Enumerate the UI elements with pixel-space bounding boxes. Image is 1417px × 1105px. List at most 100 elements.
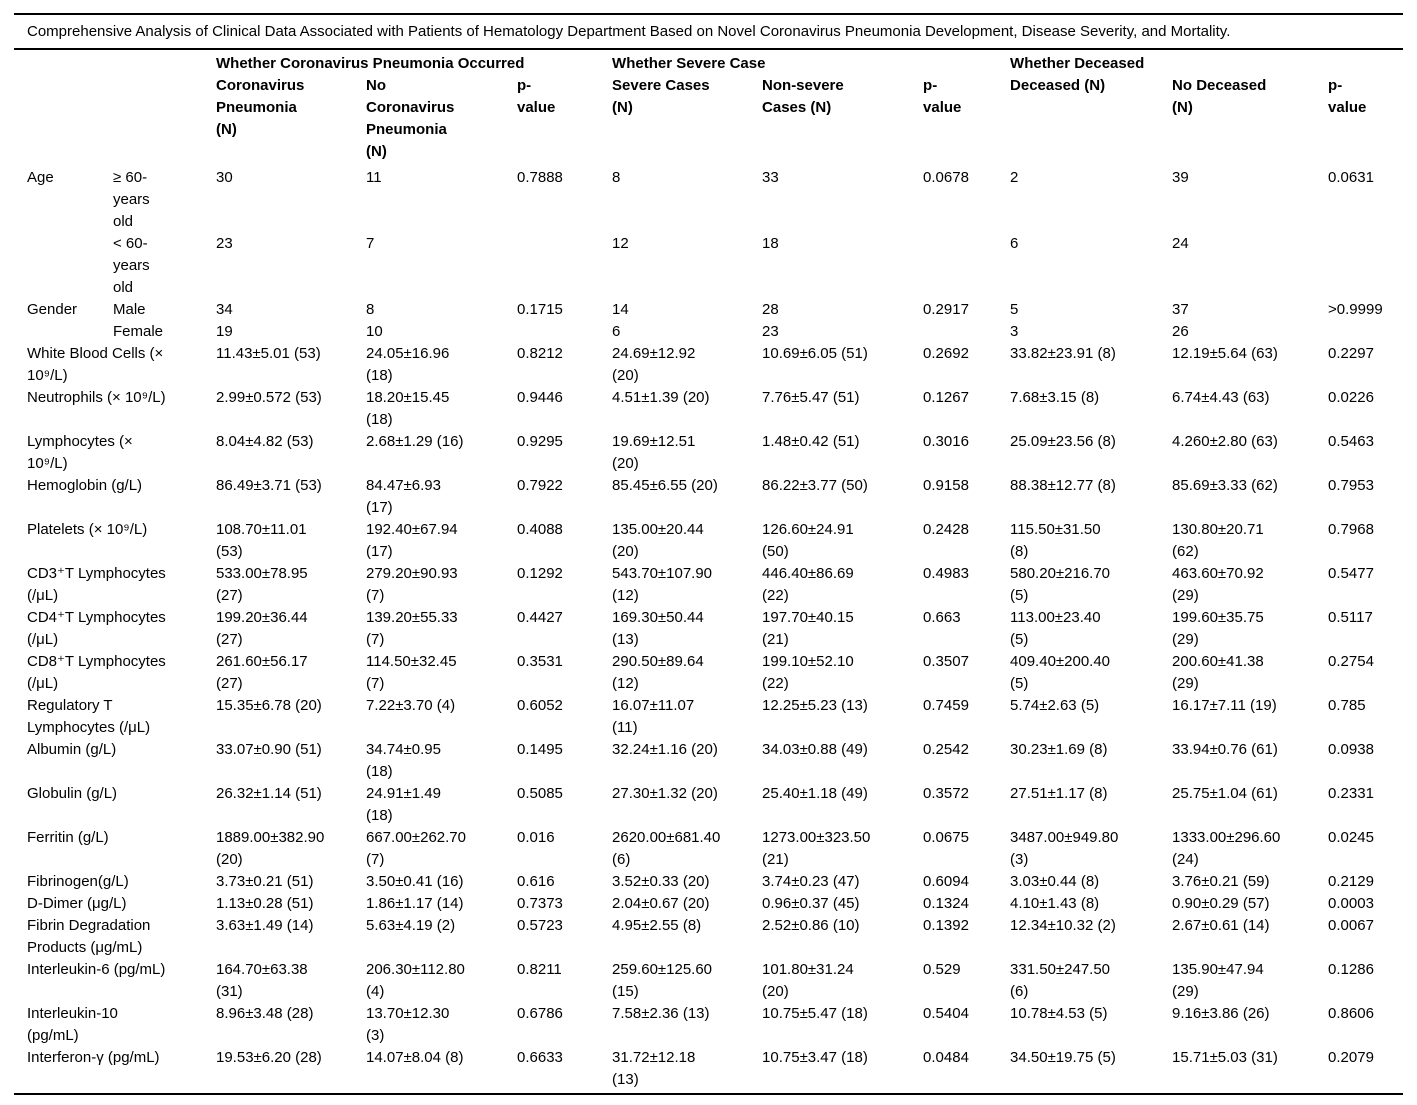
table-row: Interferon-γ (pg/mL) 19.53±6.20 (28) 14.07…	[14, 1047, 1403, 1091]
cell: 15.35±6.78 (20)	[216, 697, 322, 714]
cell: 25.09±23.56 (8)	[1010, 433, 1116, 450]
cell: 0.8212	[517, 345, 563, 362]
cell: 84.47±6.93 (17)	[366, 477, 441, 516]
cell: 0.5477	[1328, 565, 1374, 582]
table-row: Neutrophils (× 10⁹/L) 2.99±0.572 (53) 18.2…	[14, 387, 1403, 431]
cell: 8.96±3.48 (28)	[216, 1005, 314, 1022]
row-label: Platelets (× 10⁹/L)	[27, 521, 148, 538]
column-header-row: Coronavirus Pneumonia (N) No Coronavirus…	[14, 75, 1403, 167]
cell: 9.16±3.86 (26)	[1172, 1005, 1270, 1022]
cell: 0.7922	[517, 477, 563, 494]
table-row: Age ≥ 60- years old 30 11 0.7888 8 33 0.0678 2 39…	[14, 167, 1403, 233]
cell: 0.9295	[517, 433, 563, 450]
cell: 5	[1010, 301, 1019, 318]
cell: 13.70±12.30 (3)	[366, 1005, 450, 1044]
group-header-pneumonia: Whether Coronavirus Pneumonia Occurred	[216, 55, 525, 72]
col-header-p-value-2: p- value	[923, 77, 962, 116]
cell	[1328, 233, 1403, 299]
table-body: Age ≥ 60- years old 30 11 0.7888 8 33 0.0678 2 39…	[14, 167, 1403, 1091]
cell: 7	[366, 235, 375, 252]
cell: 24.05±16.96 (18)	[366, 345, 450, 384]
table-row: Interleukin-10 (pg/mL) 8.96±3.48 (28) 13.7…	[14, 1003, 1403, 1047]
cell: 25.75±1.04 (61)	[1172, 785, 1278, 802]
cell: 6	[612, 323, 621, 340]
table-row: Ferritin (g/L) 1889.00±382.90 (20) 667.00±…	[14, 827, 1403, 871]
cell: 7.22±3.70 (4)	[366, 697, 456, 714]
cell: 126.60±24.91 (50)	[762, 521, 854, 560]
row-label: CD4⁺T Lymphocytes (/μL)	[27, 609, 166, 648]
col-header-no-deceased-n: No Deceased (N)	[1172, 77, 1267, 116]
row-label: White Blood Cells (× 10⁹/L)	[27, 345, 164, 384]
cell: 30	[216, 169, 233, 186]
cell: 3.03±0.44 (8)	[1010, 873, 1100, 890]
cell: 1.86±1.17 (14)	[366, 895, 464, 912]
cell: 0.6094	[923, 873, 969, 890]
cell: 2.52±0.86 (10)	[762, 917, 860, 934]
row-category: Gender	[27, 301, 78, 318]
cell: 0.5085	[517, 785, 563, 802]
cell: 27.51±1.17 (8)	[1010, 785, 1108, 802]
cell: 0.3507	[923, 653, 969, 670]
cell: 192.40±67.94 (17)	[366, 521, 458, 560]
cell: 3.50±0.41 (16)	[366, 873, 464, 890]
cell: 34.74±0.95 (18)	[366, 741, 441, 780]
cell: 0.0067	[1328, 917, 1374, 934]
cell: 0.2542	[923, 741, 969, 758]
col-header-no-coronavirus-pneumonia-n: No Coronavirus Pneumonia (N)	[366, 77, 455, 160]
cell: 200.60±41.38 (29)	[1172, 653, 1264, 692]
bottom-rule	[14, 1093, 1403, 1095]
cell: 0.7373	[517, 895, 563, 912]
row-label: Interleukin-6 (pg/mL)	[27, 961, 166, 978]
row-label: Lymphocytes (× 10⁹/L)	[27, 433, 133, 472]
cell: 3.73±0.21 (51)	[216, 873, 314, 890]
cell: 1.48±0.42 (51)	[762, 433, 860, 450]
cell: 0.1292	[517, 565, 563, 582]
cell: 6	[1010, 235, 1019, 252]
cell: 0.8606	[1328, 1005, 1374, 1022]
cell	[923, 321, 1010, 343]
cell: 4.51±1.39 (20)	[612, 389, 710, 406]
cell: 279.20±90.93 (7)	[366, 565, 458, 604]
cell: 3.63±1.49 (14)	[216, 917, 314, 934]
table-row: CD8⁺T Lymphocytes (/μL) 261.60±56.17 (27)…	[14, 651, 1403, 695]
row-subcategory: Male	[113, 301, 146, 318]
cell: 18	[762, 235, 779, 252]
cell: 88.38±12.77 (8)	[1010, 477, 1116, 494]
cell: 10.78±4.53 (5)	[1010, 1005, 1108, 1022]
cell	[1328, 321, 1403, 343]
top-rule	[14, 13, 1403, 15]
cell: 0.9446	[517, 389, 563, 406]
cell: 2.99±0.572 (53)	[216, 389, 322, 406]
cell: 15.71±5.03 (31)	[1172, 1049, 1278, 1066]
cell: 409.40±200.40 (5)	[1010, 653, 1111, 692]
table-row: < 60- years old 23 7 12 18 6 24	[14, 233, 1403, 299]
cell: 135.90±47.94 (29)	[1172, 961, 1264, 1000]
cell: 0.6052	[517, 697, 563, 714]
cell: 259.60±125.60 (15)	[612, 961, 713, 1000]
cell: 12.25±5.23 (13)	[762, 697, 868, 714]
cell: 3.76±0.21 (59)	[1172, 873, 1270, 890]
cell: 580.20±216.70 (5)	[1010, 565, 1111, 604]
cell: 86.22±3.77 (50)	[762, 477, 868, 494]
cell: 34.03±0.88 (49)	[762, 741, 868, 758]
cell: 1.13±0.28 (51)	[216, 895, 314, 912]
cell: 199.20±36.44 (27)	[216, 609, 308, 648]
cell: 199.10±52.10 (22)	[762, 653, 854, 692]
table-row: Hemoglobin (g/L) 86.49±3.71 (53) 84.47±6.9…	[14, 475, 1403, 519]
col-header-deceased-n: Deceased (N)	[1010, 77, 1106, 94]
cell: 1273.00±323.50 (21)	[762, 829, 871, 868]
row-category	[14, 321, 113, 343]
cell: 199.60±35.75 (29)	[1172, 609, 1264, 648]
cell: 667.00±262.70 (7)	[366, 829, 466, 868]
table-row: Lymphocytes (× 10⁹/L) 8.04±4.82 (53) 2.68±…	[14, 431, 1403, 475]
cell: 0.663	[923, 609, 961, 626]
cell: 261.60±56.17 (27)	[216, 653, 308, 692]
cell: 28	[762, 301, 779, 318]
cell: 0.96±0.37 (45)	[762, 895, 860, 912]
cell: 0.1392	[923, 917, 969, 934]
cell: 139.20±55.33 (7)	[366, 609, 458, 648]
cell: 0.7953	[1328, 477, 1374, 494]
table-row: Fibrin Degradation Products (μg/mL) 3.63±…	[14, 915, 1403, 959]
cell: 0.0938	[1328, 741, 1374, 758]
cell: 0.1286	[1328, 961, 1374, 978]
